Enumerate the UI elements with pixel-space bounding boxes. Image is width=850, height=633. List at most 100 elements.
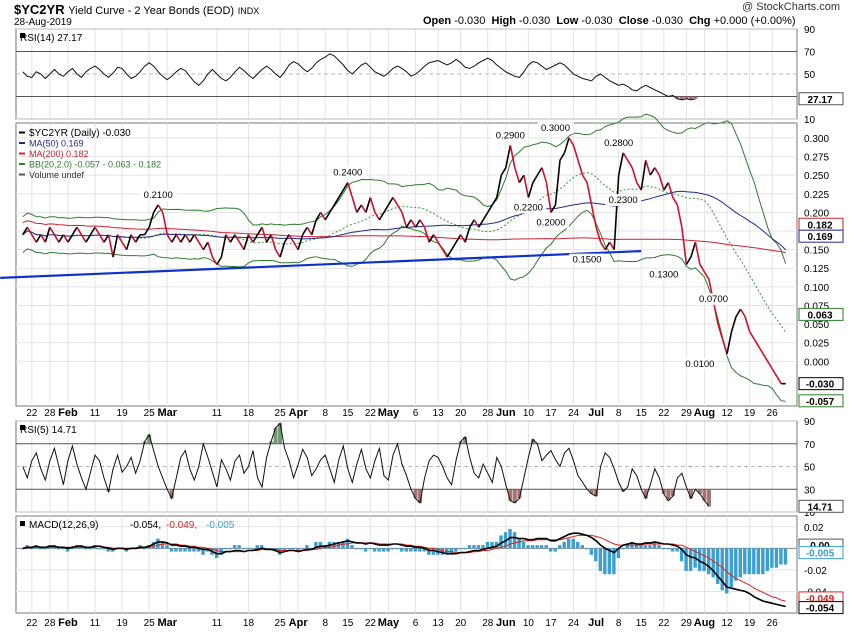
price-segment: [216, 256, 223, 265]
price-xtick-19: Jun: [496, 407, 516, 419]
macd-legend-swatch: [20, 521, 25, 526]
price-segment: [134, 234, 141, 243]
price-segment: [247, 234, 254, 243]
ma200-line: [22, 220, 786, 253]
price-segment: [414, 219, 421, 228]
price-annotation-bg-3: [510, 201, 547, 214]
macd-histogram-bar: [512, 532, 517, 549]
macd-histogram-bar: [530, 545, 535, 549]
price-xtick-4: 19: [117, 408, 129, 419]
support-trendline: [0, 249, 642, 280]
macd-histogram-bar: [61, 548, 65, 550]
price-xtick-24: 8: [616, 408, 622, 419]
price-xtick-7: 11: [212, 408, 223, 419]
macd-xtick-4: 19: [117, 618, 129, 629]
price-xtick-22: 24: [568, 408, 580, 419]
rsi5-ytick-90: 90: [804, 417, 816, 428]
price-annotation-bg-4: [537, 121, 574, 134]
price-annotation-6: 0.2800: [604, 138, 633, 149]
price-segment: [604, 241, 611, 251]
macd-histogram-bar: [616, 548, 621, 559]
price-segment: [712, 301, 719, 325]
price-segment: [40, 234, 47, 243]
price-segment: [568, 137, 575, 146]
macd-histogram-bar: [494, 541, 499, 549]
rsi5-ytick-10: 10: [804, 508, 816, 519]
price-segment: [514, 167, 521, 183]
macd-histogram-bar: [97, 548, 101, 550]
macd-histogram-bar: [422, 548, 426, 552]
price-segment: [62, 234, 69, 243]
bb-middle-line: [22, 171, 787, 333]
ohlc-readout: Open -0.030 High -0.030 Low -0.030 Close…: [423, 15, 796, 27]
macd-histogram-bar: [440, 548, 445, 555]
bb-lower-value-tag: -0.057: [806, 397, 835, 408]
macd-histogram-bar: [106, 548, 110, 552]
macd-histogram-bar: [535, 545, 539, 549]
macd-legend-value: -0.054,: [130, 520, 161, 531]
high-label: High: [491, 15, 516, 27]
macd-panel: [15, 515, 798, 614]
price-xtick-27: 29: [681, 408, 693, 419]
rsi14-ytick-90: 90: [804, 25, 816, 36]
macd-histogram-bar: [706, 548, 711, 575]
macd-histogram-bar: [255, 545, 259, 549]
price-legend-0: $YC2YR (Daily) -0.030: [29, 128, 131, 139]
price-segment: [270, 234, 277, 250]
price-segment: [261, 227, 268, 243]
price-segment: [31, 234, 37, 243]
price-annotation-1: 0.2400: [333, 168, 362, 179]
ma200-value-tag: 0.182: [807, 220, 832, 231]
price-annotation-bg-6: [600, 136, 637, 149]
price-annotation-bg-7: [605, 194, 642, 207]
macd-histogram-bar: [738, 548, 742, 578]
price-segment: [459, 234, 466, 243]
price-segment: [351, 197, 358, 213]
macd-histogram-bar: [386, 548, 390, 552]
close-value: -0.030: [651, 15, 683, 27]
chg-value: +0.000 (+0.00%): [713, 15, 796, 27]
price-annotation-7: 0.2300: [609, 195, 638, 206]
macd-histogram-bar: [729, 548, 733, 588]
macd-line: [22, 532, 786, 608]
price-segment: [297, 234, 304, 250]
macd-histogram-bar: [725, 548, 729, 594]
price-segment: [80, 234, 87, 243]
macd-histogram-bar: [241, 548, 246, 550]
macd-histogram-bar: [278, 548, 282, 555]
rsi5-ytick-30: 30: [804, 485, 816, 496]
price-segment: [125, 234, 132, 250]
price-segment: [482, 211, 489, 221]
macd-histogram-bar: [485, 541, 490, 549]
price-xtick-9: 25: [275, 408, 287, 419]
price-segment: [238, 241, 245, 251]
price-segment: [500, 167, 507, 176]
rsi14-panel: [15, 28, 798, 120]
price-segment: [518, 174, 525, 183]
price-ytick-3: 0.225: [804, 190, 829, 201]
price-xtick-26: 22: [658, 408, 670, 419]
macd-histogram-bar: [251, 548, 255, 550]
price-segment: [202, 241, 209, 251]
macd-histogram-bar: [187, 548, 192, 552]
price-ytick-10: 0.050: [804, 320, 829, 331]
price-segment: [681, 227, 688, 265]
price-segment: [193, 234, 200, 243]
price-segment: [279, 241, 286, 258]
price-segment: [721, 338, 728, 355]
price-segment: [654, 167, 660, 176]
price-xtick-1: 28: [44, 408, 56, 419]
price-xtick-0: 22: [26, 408, 38, 419]
macd-histogram-bar: [752, 548, 756, 575]
macd-histogram-bar: [603, 548, 607, 575]
price-segment: [690, 241, 697, 258]
price-xtick-5: 25: [144, 408, 156, 419]
price-segment: [22, 226, 28, 236]
price-segment: [324, 211, 331, 221]
macd-histogram-bar: [521, 541, 526, 549]
price-segment: [640, 160, 647, 191]
low-label: Low: [556, 15, 579, 27]
price-segment: [441, 249, 448, 258]
price-segment: [541, 167, 548, 183]
macd-signal-tag: -0.049: [806, 594, 835, 605]
